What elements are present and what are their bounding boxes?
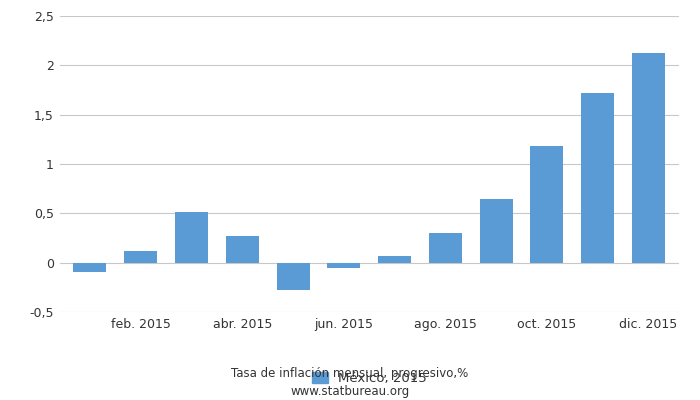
Bar [531, 146, 564, 263]
Bar [226, 236, 259, 263]
Bar [632, 52, 665, 263]
Bar [74, 263, 106, 272]
Bar [429, 233, 462, 263]
Bar [124, 251, 158, 263]
Bar [378, 256, 411, 263]
Text: Tasa de inflación mensual, progresivo,%: Tasa de inflación mensual, progresivo,% [232, 368, 468, 380]
Bar [581, 93, 615, 263]
Text: www.statbureau.org: www.statbureau.org [290, 385, 410, 398]
Bar [480, 198, 512, 263]
Bar [175, 212, 208, 263]
Legend: México, 2015: México, 2015 [312, 372, 427, 385]
Bar [276, 263, 309, 290]
Bar [328, 263, 360, 268]
